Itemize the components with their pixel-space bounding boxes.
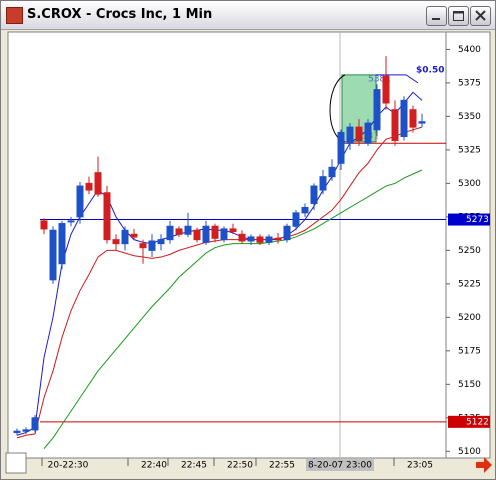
candle-body: [337, 131, 345, 164]
maximize-button[interactable]: [448, 6, 469, 26]
app-icon: [6, 7, 23, 24]
candle-body: [112, 239, 120, 245]
candle-body: [58, 223, 66, 265]
ma-line: [16, 126, 423, 439]
candle-body: [382, 75, 390, 104]
window-title: S.CROX - Crocs Inc, 1 Min: [27, 7, 213, 22]
y-tick-label: 5300: [458, 179, 481, 189]
candle-body: [103, 192, 111, 241]
title-bar: S.CROX - Crocs Inc, 1 Min: [1, 1, 495, 30]
y-tick-label: 5100: [458, 447, 481, 457]
candle-body: [409, 109, 417, 128]
candle-body: [364, 122, 372, 144]
candle-body: [220, 228, 228, 241]
candle-body: [121, 229, 129, 245]
x-label-highlight: [306, 459, 374, 471]
candle-body: [247, 236, 255, 242]
candle-body: [40, 220, 48, 230]
candle-body: [13, 430, 21, 434]
candle-body: [319, 176, 327, 191]
x-tick-label: 22:50: [227, 461, 253, 471]
candle-body: [148, 240, 156, 251]
candle-body: [184, 225, 192, 235]
y-tick-label: 5375: [458, 78, 481, 88]
level-label-bg: [448, 213, 490, 226]
candle-body: [229, 228, 237, 233]
candle-body: [418, 121, 426, 124]
y-tick-label: 5200: [458, 313, 481, 323]
candle-body: [157, 239, 165, 245]
y-tick-label: 5225: [458, 279, 481, 289]
candle-body: [328, 166, 336, 178]
candle-body: [49, 229, 57, 281]
candle-body: [22, 429, 30, 432]
level-label-bg: [448, 415, 490, 428]
y-tick-label: 5175: [458, 346, 481, 356]
ma-line: [43, 169, 423, 449]
y-tick-label: 5325: [458, 145, 481, 155]
candle-body: [211, 225, 219, 239]
y-tick-label: 5250: [458, 246, 481, 256]
candle-body: [85, 182, 93, 191]
level-label: 5122: [466, 417, 489, 427]
candle-body: [139, 243, 147, 249]
y-tick-label: 5400: [458, 45, 481, 55]
scroll-arrow[interactable]: [476, 457, 492, 473]
candle-body: [175, 228, 183, 235]
candle-body: [283, 225, 291, 241]
x-tick-label: 20-22:30: [48, 461, 89, 471]
y-tick-label: 5350: [458, 112, 481, 122]
candle-body: [346, 126, 354, 144]
candle-body: [76, 185, 84, 218]
candle-body: [130, 233, 138, 238]
candle-body: [274, 237, 282, 241]
corner-box[interactable]: [5, 452, 27, 474]
close-button[interactable]: [470, 6, 491, 26]
candle-body: [400, 99, 408, 137]
candle-body: [301, 206, 309, 214]
annotation: $0.50: [416, 66, 444, 76]
candle-body: [391, 109, 399, 142]
candle-body: [310, 185, 318, 204]
box-top-label: 5381: [368, 74, 391, 84]
candle-body: [355, 126, 363, 142]
x-tick-label: 8-20-07 23:00: [308, 461, 372, 471]
candle-body: [373, 89, 381, 131]
candle-body: [292, 212, 300, 227]
candle-body: [202, 225, 210, 243]
x-tick-label: 22:55: [269, 461, 295, 471]
level-label: 5273: [466, 215, 489, 225]
candle-body: [238, 233, 246, 242]
candle-body: [265, 236, 273, 243]
candle-body: [67, 220, 75, 223]
ma-line: [16, 91, 423, 436]
candle-body: [166, 225, 174, 241]
y-tick-label: 5150: [458, 380, 481, 390]
candle-body: [94, 172, 102, 195]
candle-body: [193, 229, 201, 241]
price-axis: [445, 31, 491, 459]
candle-body: [256, 236, 264, 243]
x-tick-label: 22:40: [141, 461, 167, 471]
candle-body: [31, 417, 39, 431]
x-tick-label: 22:45: [181, 461, 207, 471]
minimize-button[interactable]: [426, 6, 447, 26]
x-tick-label: 23:05: [407, 461, 433, 471]
